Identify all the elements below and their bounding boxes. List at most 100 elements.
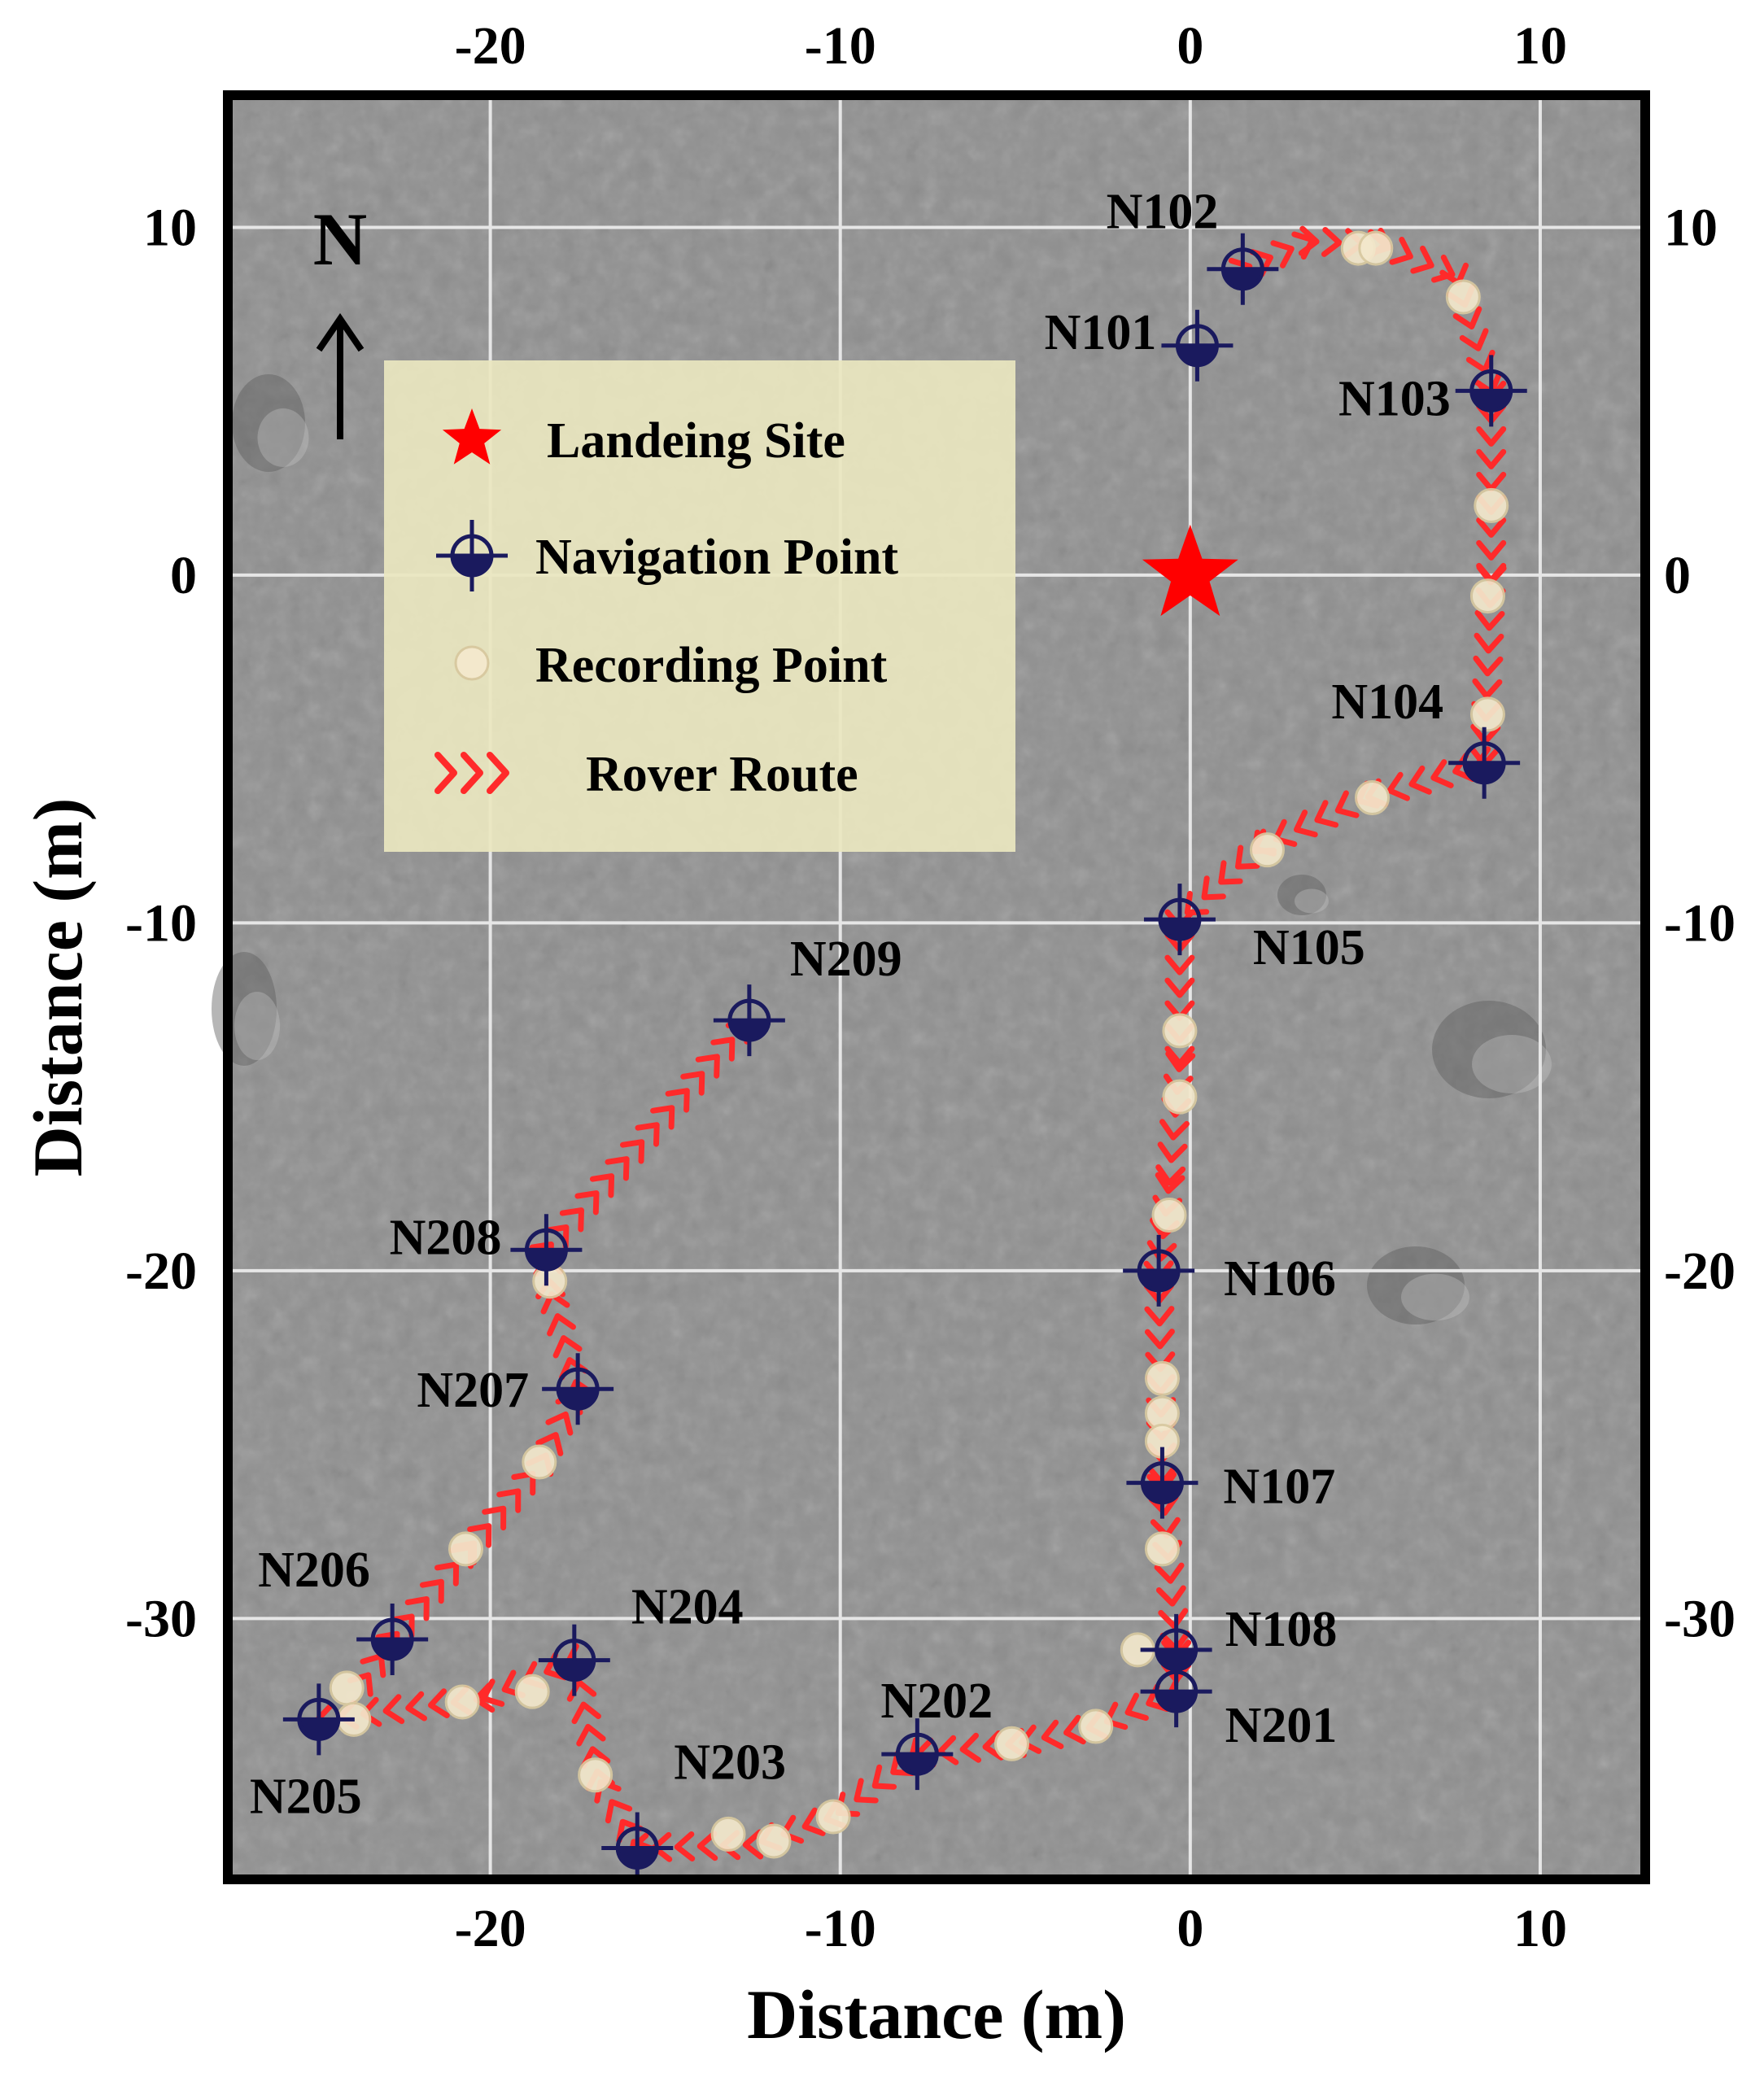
navigation-point-label: N209 bbox=[790, 932, 902, 987]
route-chevron bbox=[1294, 810, 1318, 838]
y-tick-label-right: -10 bbox=[1664, 893, 1736, 953]
legend-symbols bbox=[434, 408, 509, 794]
recording-points-layer bbox=[329, 230, 1509, 1859]
crater-shadow bbox=[232, 374, 305, 472]
navigation-point-marker bbox=[356, 1604, 429, 1676]
navigation-point-marker bbox=[1161, 309, 1233, 382]
recording-point bbox=[448, 1531, 483, 1567]
recording-point bbox=[1162, 1013, 1198, 1049]
route-chevron bbox=[547, 1313, 576, 1337]
route-chevron bbox=[1431, 254, 1456, 283]
route-chevron bbox=[1270, 240, 1295, 268]
route-chevron bbox=[1430, 759, 1454, 788]
nav-marker-ring bbox=[450, 534, 494, 578]
y-tick-label-left: -30 bbox=[125, 1589, 197, 1648]
route-chevron bbox=[982, 1730, 1004, 1761]
x-tick-label-top: 10 bbox=[1513, 16, 1567, 76]
route-chevron bbox=[576, 1723, 606, 1747]
navigation-point-label: N107 bbox=[1223, 1460, 1335, 1515]
route-chevron bbox=[1124, 1692, 1149, 1722]
route-chevron bbox=[1389, 237, 1413, 265]
recording-point bbox=[578, 1757, 613, 1793]
nav-marker-ring bbox=[1220, 247, 1264, 291]
route-chevron bbox=[559, 1357, 588, 1381]
recording-point bbox=[756, 1823, 792, 1859]
navigation-point-label: N105 bbox=[1253, 920, 1365, 975]
route-chevron bbox=[1154, 1562, 1185, 1584]
crater-shadow bbox=[1367, 1246, 1465, 1325]
route-chevron bbox=[1474, 609, 1505, 631]
route-chevron bbox=[1159, 1119, 1190, 1141]
route-chevron bbox=[1474, 632, 1504, 654]
recording-point bbox=[1078, 1709, 1114, 1744]
route-chevron bbox=[937, 1735, 959, 1765]
recording-point bbox=[1469, 696, 1505, 732]
route-chevron bbox=[635, 1122, 660, 1147]
y-tick-label-left: -20 bbox=[125, 1242, 197, 1301]
legend-box bbox=[384, 360, 1015, 852]
navigation-point-label: N204 bbox=[631, 1580, 744, 1635]
navigation-point-label: N104 bbox=[1331, 674, 1443, 730]
y-tick-label-left: 0 bbox=[170, 546, 197, 605]
route-chevron bbox=[496, 1488, 522, 1513]
route-chevron bbox=[482, 1505, 507, 1531]
navigation-point-marker bbox=[1448, 727, 1521, 799]
route-chevron bbox=[1155, 1585, 1186, 1607]
recording-point bbox=[815, 1799, 851, 1835]
route-chevron bbox=[605, 1156, 630, 1181]
nav-marker-ring bbox=[1462, 741, 1506, 785]
nav-marker-ring bbox=[297, 1697, 341, 1741]
navigation-point-marker bbox=[601, 1812, 674, 1884]
nav-marker-ring bbox=[1140, 1461, 1184, 1505]
route-chevron bbox=[1452, 753, 1476, 782]
legend-route-chevron-icon bbox=[434, 752, 457, 794]
route-chevron bbox=[405, 1691, 427, 1722]
recording-point bbox=[710, 1816, 746, 1852]
landing-site-layer bbox=[1142, 524, 1238, 617]
route-chevron bbox=[1472, 678, 1503, 700]
navigation-point-label: N101 bbox=[1045, 305, 1157, 360]
navigation-point-label: N206 bbox=[258, 1543, 370, 1598]
route-chevron bbox=[574, 1190, 600, 1215]
tick-labels: -20 -20 -10 -10 0 0 10 10 10 10 0 0 -10 -10 -20 -20 -30 -… bbox=[125, 16, 1736, 1958]
route-chevron bbox=[1298, 225, 1320, 256]
navigation-point-marker bbox=[881, 1718, 954, 1791]
nav-marker-ring bbox=[615, 1826, 659, 1870]
route-chevron bbox=[871, 1764, 897, 1790]
plot-border bbox=[223, 90, 1650, 1884]
route-chevron bbox=[390, 1613, 415, 1639]
legend-route-chevron-icon bbox=[461, 752, 483, 794]
navigation-point-marker bbox=[542, 1353, 614, 1425]
route-chevron bbox=[959, 1732, 982, 1763]
legend-label-landing: Landeing Site bbox=[547, 413, 845, 469]
route-chevron bbox=[1041, 1719, 1064, 1749]
recording-point bbox=[1355, 780, 1391, 816]
route-chevron bbox=[854, 1778, 879, 1804]
route-chevron bbox=[559, 1207, 584, 1233]
x-tick-label-top: -10 bbox=[805, 16, 876, 76]
route-chevron bbox=[742, 1829, 764, 1860]
legend-label-recording: Recording Point bbox=[535, 638, 888, 693]
route-chevron bbox=[1201, 875, 1226, 901]
route-chevron bbox=[1144, 1329, 1175, 1350]
crater-shadow bbox=[1432, 1001, 1546, 1098]
route-chevron bbox=[1218, 860, 1243, 885]
nav-marker-ring bbox=[370, 1617, 414, 1661]
nav-marker-ring bbox=[1137, 1249, 1181, 1293]
route-chevron bbox=[419, 1578, 444, 1604]
route-chevron bbox=[674, 1831, 696, 1861]
recording-point bbox=[522, 1444, 557, 1480]
route-chevron bbox=[1476, 448, 1507, 469]
x-axis-title: Distance (m) bbox=[747, 1975, 1126, 2053]
nav-marker-ring bbox=[1155, 1669, 1199, 1713]
legend-navigation-icon bbox=[436, 520, 508, 591]
route-chevron bbox=[1314, 800, 1339, 828]
route-chevron bbox=[696, 1831, 718, 1861]
route-chevron bbox=[1184, 891, 1210, 916]
y-tick-label-right: 0 bbox=[1664, 546, 1691, 605]
crater-rim bbox=[1295, 888, 1329, 914]
navigation-point-marker bbox=[1140, 1656, 1212, 1728]
route-chevron bbox=[680, 1071, 705, 1096]
route-chevron bbox=[1148, 1494, 1179, 1516]
route-chevron bbox=[1334, 790, 1360, 818]
